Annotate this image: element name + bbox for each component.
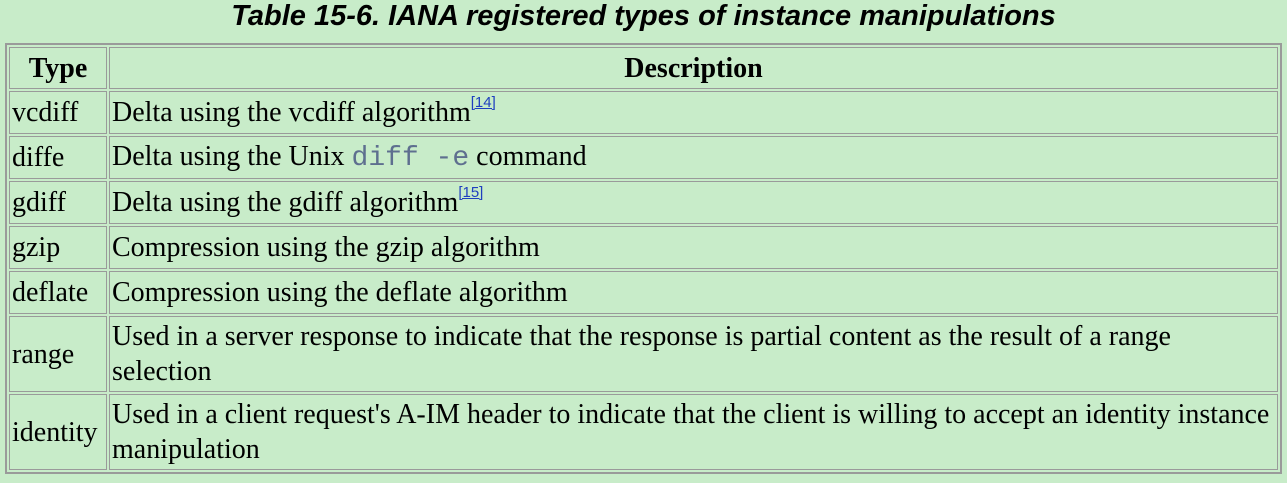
- table-header-row: Type Description: [9, 47, 1278, 89]
- table-row: range Used in a server response to indic…: [9, 316, 1278, 392]
- column-header-description: Description: [109, 47, 1278, 89]
- description-text: Delta using the Unix: [112, 141, 352, 172]
- code-text: diff -e: [351, 143, 470, 174]
- table-row: deflate Compression using the deflate al…: [9, 271, 1278, 314]
- type-cell: gdiff: [9, 181, 107, 224]
- footnote-superscript: [14]: [471, 91, 496, 117]
- description-text: Delta using the vcdiff algorithm: [112, 97, 471, 128]
- description-cell: Delta using the Unix diff -e command: [109, 136, 1278, 179]
- description-text-after: command: [469, 141, 587, 172]
- iana-types-table: Type Description vcdiff Delta using the …: [5, 43, 1282, 474]
- table-row: gdiff Delta using the gdiff algorithm[15…: [9, 181, 1278, 224]
- description-cell: Compression using the deflate algorithm: [109, 271, 1278, 314]
- description-text: Delta using the gdiff algorithm: [112, 187, 459, 218]
- type-cell: gzip: [9, 226, 107, 269]
- table-row: vcdiff Delta using the vcdiff algorithm[…: [9, 91, 1278, 134]
- description-cell: Delta using the vcdiff algorithm[14]: [109, 91, 1278, 134]
- table-row: diffe Delta using the Unix diff -e comma…: [9, 136, 1278, 179]
- type-cell: vcdiff: [9, 91, 107, 134]
- table-caption: Table 15-6. IANA registered types of ins…: [231, 0, 1056, 32]
- description-cell: Used in a server response to indicate th…: [109, 316, 1278, 392]
- column-header-type: Type: [9, 47, 107, 89]
- footnote-link[interactable]: [14]: [470, 93, 496, 111]
- description-cell: Delta using the gdiff algorithm[15]: [109, 181, 1278, 224]
- type-cell: range: [9, 316, 107, 392]
- type-cell: deflate: [9, 271, 107, 314]
- footnote-superscript: [15]: [458, 181, 483, 207]
- description-cell: Compression using the gzip algorithm: [109, 226, 1278, 269]
- description-cell: Used in a client request's A-IM header t…: [109, 394, 1278, 470]
- table-row: identity Used in a client request's A-IM…: [9, 394, 1278, 470]
- table-row: gzip Compression using the gzip algorith…: [9, 226, 1278, 269]
- footnote-link[interactable]: [15]: [458, 183, 484, 201]
- type-cell: diffe: [9, 136, 107, 179]
- type-cell: identity: [9, 394, 107, 470]
